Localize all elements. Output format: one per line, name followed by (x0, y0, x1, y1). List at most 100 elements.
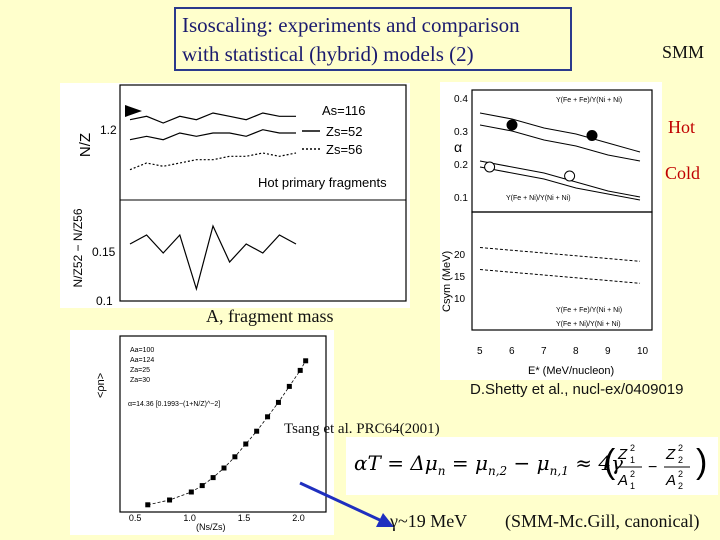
eq-z1-sub: 1 (630, 455, 635, 465)
alpha-curve-4 (479, 247, 641, 262)
tsang-frame (119, 335, 327, 513)
csym-legend-1: Y(Fe + Fe)/Y(Ni + Ni) (556, 307, 622, 314)
alpha-xtick-9: 9 (605, 346, 611, 357)
gamma-arrow (299, 481, 394, 527)
nz-arrow-head (125, 105, 142, 117)
tsang-xtick-0.5: 0.5 (129, 513, 142, 523)
alpha-xtick-7: 7 (541, 346, 547, 357)
tsang-point-4 (210, 475, 216, 481)
nz-bottom-series (129, 224, 297, 292)
csym-ytick-10: 10 (454, 294, 466, 305)
nz-ytick-12: 1.2 (100, 123, 117, 137)
tsang-point-8 (254, 428, 260, 434)
gamma-arrow-head (376, 513, 394, 527)
alpha-xtick-5: 5 (477, 346, 483, 357)
tsang-point-12 (297, 367, 303, 373)
alpha-figure: α Csym (MeV) 0.4 0.3 0.2 0.1 20 15 10 Y(… (440, 82, 662, 380)
nz-figure: N/Z N/Z52 − N/Z56 1.2 0.15 0.1 As=116 Zs… (60, 83, 410, 308)
alpha-ylabel: α (454, 139, 462, 155)
alpha-curves (479, 112, 641, 284)
eq-rhs: − μ (513, 451, 550, 475)
eq-sub-n2: n,2 (487, 464, 508, 478)
eq-a1-sub: 1 (630, 481, 635, 491)
tsang-point-10 (275, 399, 281, 405)
tsang-point-7 (243, 441, 249, 447)
tsang-xticks: 0.5 1.0 1.5 2.0 (129, 513, 305, 523)
nz-diff-line (129, 224, 297, 292)
alpha-legend-2: Y(Fe + Ni)/Y(Ni + Ni) (506, 195, 571, 202)
alpha-xtick-8: 8 (573, 346, 579, 357)
eq-a2-sub: 2 (678, 481, 683, 491)
ref-tsang: Tsang et al. PRC64(2001) (284, 421, 440, 437)
tsang-xtick-2.0: 2.0 (292, 513, 305, 523)
nz-line-0 (129, 112, 296, 124)
eq-sub-n: n (437, 464, 446, 478)
eq-sub-n1: n,1 (549, 464, 569, 478)
tsang-xtick-1.5: 1.5 (238, 513, 251, 523)
alpha-point-2 (484, 161, 496, 173)
eq-mid: = μ (451, 451, 488, 475)
tsang-point-9 (265, 414, 271, 420)
alpha-ytick-01: 0.1 (454, 193, 468, 204)
csym-ytick-15: 15 (454, 272, 466, 283)
xaxis-caption: A, fragment mass (206, 306, 334, 326)
tsang-xtick-1.0: 1.0 (183, 513, 196, 523)
eq-a2-sup: 2 (678, 469, 683, 479)
nz-legend-as: As=116 (322, 103, 366, 118)
equation-fraction: ( Z 2 1 A 2 1 − Z 2 2 A 2 2 ) (604, 443, 707, 491)
gamma-arrow-shaft (299, 481, 383, 523)
alpha-xtick-10: 10 (637, 346, 649, 357)
eq-a1: A (617, 472, 628, 489)
eq-a1-sup: 2 (630, 469, 635, 479)
nz-ytick-015: 0.15 (92, 245, 116, 259)
alpha-curve-0 (479, 112, 641, 153)
tsang-ylabel: <ρn> (95, 373, 107, 398)
eq-z2-sup: 2 (678, 443, 683, 453)
title-line-1: Isoscaling: experiments and comparison (182, 13, 520, 37)
eq-a2: A (665, 472, 676, 489)
alpha-curve-1 (479, 124, 641, 162)
tsang-fit-line (147, 360, 307, 506)
slide-title: Isoscaling: experiments and comparison w… (174, 7, 572, 71)
eq-approx: ≈ 4γ (575, 451, 623, 475)
tsang-figure: 0.5 1.0 1.5 2.0 <ρn> (Ns/Zs) Aa=100 Aa=124 … (70, 330, 334, 535)
ref-shetty: D.Shetty et al., nucl-ex/0409019 (470, 381, 684, 398)
equation-text: αT = Δμn = μn,2 − μn,1 ≈ 4γ (354, 451, 623, 478)
tsang-legend-4: Za=30 (130, 377, 150, 384)
nz-line-2 (129, 152, 297, 171)
tsang-legend-1: Aa=100 (130, 347, 154, 354)
tsang-point-5 (221, 465, 227, 471)
alpha-point-3 (564, 170, 576, 182)
alpha-curve-5 (479, 269, 641, 284)
tsang-xlabel: (Ns/Zs) (196, 522, 226, 532)
smm-label: SMM (662, 42, 705, 62)
eq-z1: Z (617, 446, 628, 463)
eq-paren-left: ( (604, 443, 616, 481)
alpha-xlabel: E* (MeV/nucleon) (528, 365, 614, 377)
tsang-legend-3: Za=25 (130, 367, 150, 374)
alpha-curve-3 (479, 166, 641, 201)
tsang-point-6 (232, 454, 238, 460)
title-line-2: with statistical (hybrid) models (2) (182, 42, 474, 66)
nz-ylabel-top: N/Z (77, 133, 94, 157)
alpha-point-1 (586, 130, 598, 141)
tsang-point-11 (286, 383, 292, 389)
alpha-points (484, 119, 598, 182)
cold-label: Cold (665, 163, 701, 183)
tsang-point-1 (167, 497, 173, 503)
nz-top-series (129, 112, 297, 171)
eq-z2: Z (665, 446, 676, 463)
csym-legend-2: Y(Fe + Ni)/Y(Ni + Ni) (556, 321, 621, 328)
alpha-ytick-02: 0.2 (454, 160, 468, 171)
tsang-point-13 (303, 358, 309, 364)
nz-legend-z56: Zs=56 (326, 142, 363, 157)
tsang-point-2 (188, 489, 194, 495)
alpha-frame-bottom (471, 211, 653, 331)
alpha-ytick-04: 0.4 (454, 94, 468, 105)
eq-z1-sup: 2 (630, 443, 635, 453)
nz-frame (119, 84, 407, 302)
alpha-xticks: 5 6 7 8 9 10 (477, 346, 649, 357)
nz-line-1 (129, 129, 296, 141)
nz-legend-z52: Zs=52 (326, 124, 363, 139)
hot-label: Hot (668, 117, 695, 137)
